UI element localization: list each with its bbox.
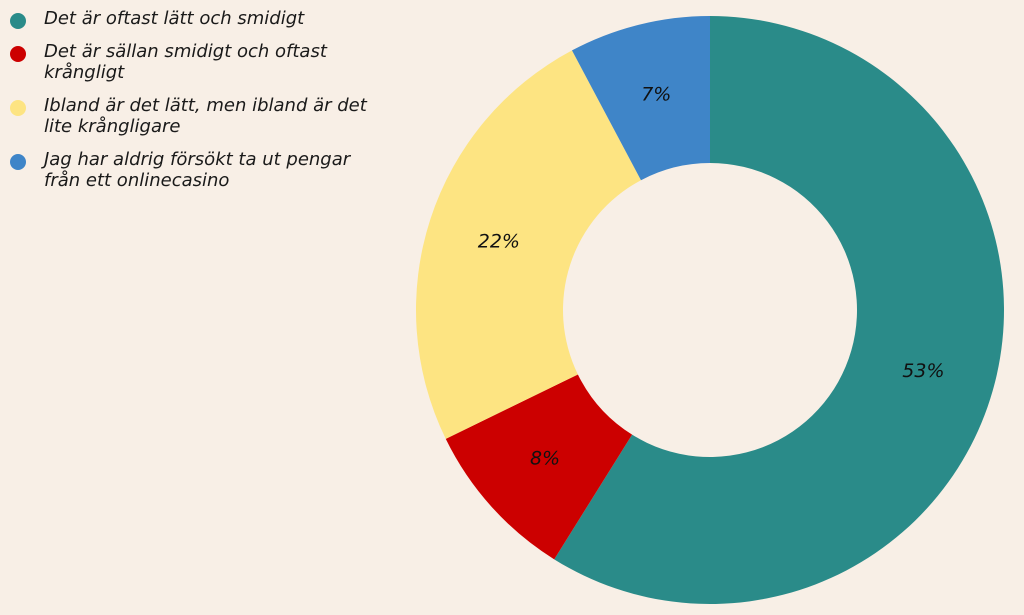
legend-item: Det är oftast lätt och smidigt — [10, 8, 390, 29]
slice-value-label: 53% — [902, 360, 944, 382]
legend-swatch — [10, 100, 26, 116]
chart-legend: Det är oftast lätt och smidigt Det är sä… — [10, 8, 390, 203]
donut-slice — [571, 16, 710, 181]
donut-slice — [554, 16, 1005, 604]
legend-label: Ibland är det lätt, men ibland är det li… — [44, 95, 367, 137]
slice-value-label: 7% — [641, 84, 671, 106]
legend-item: Jag har aldrig försökt ta ut pengar från… — [10, 149, 390, 191]
donut-slice — [445, 374, 633, 560]
legend-item: Ibland är det lätt, men ibland är det li… — [10, 95, 390, 137]
donut-slice — [416, 50, 641, 439]
legend-label: Det är oftast lätt och smidigt — [44, 8, 305, 29]
legend-item: Det är sällan smidigt och oftast krångli… — [10, 41, 390, 83]
slice-value-label: 8% — [530, 448, 560, 470]
legend-swatch — [10, 46, 26, 62]
legend-label: Det är sällan smidigt och oftast krångli… — [44, 41, 327, 83]
slice-value-label: 22% — [478, 230, 520, 252]
legend-swatch — [10, 13, 26, 29]
legend-swatch — [10, 154, 26, 170]
legend-label: Jag har aldrig försökt ta ut pengar från… — [44, 149, 351, 191]
